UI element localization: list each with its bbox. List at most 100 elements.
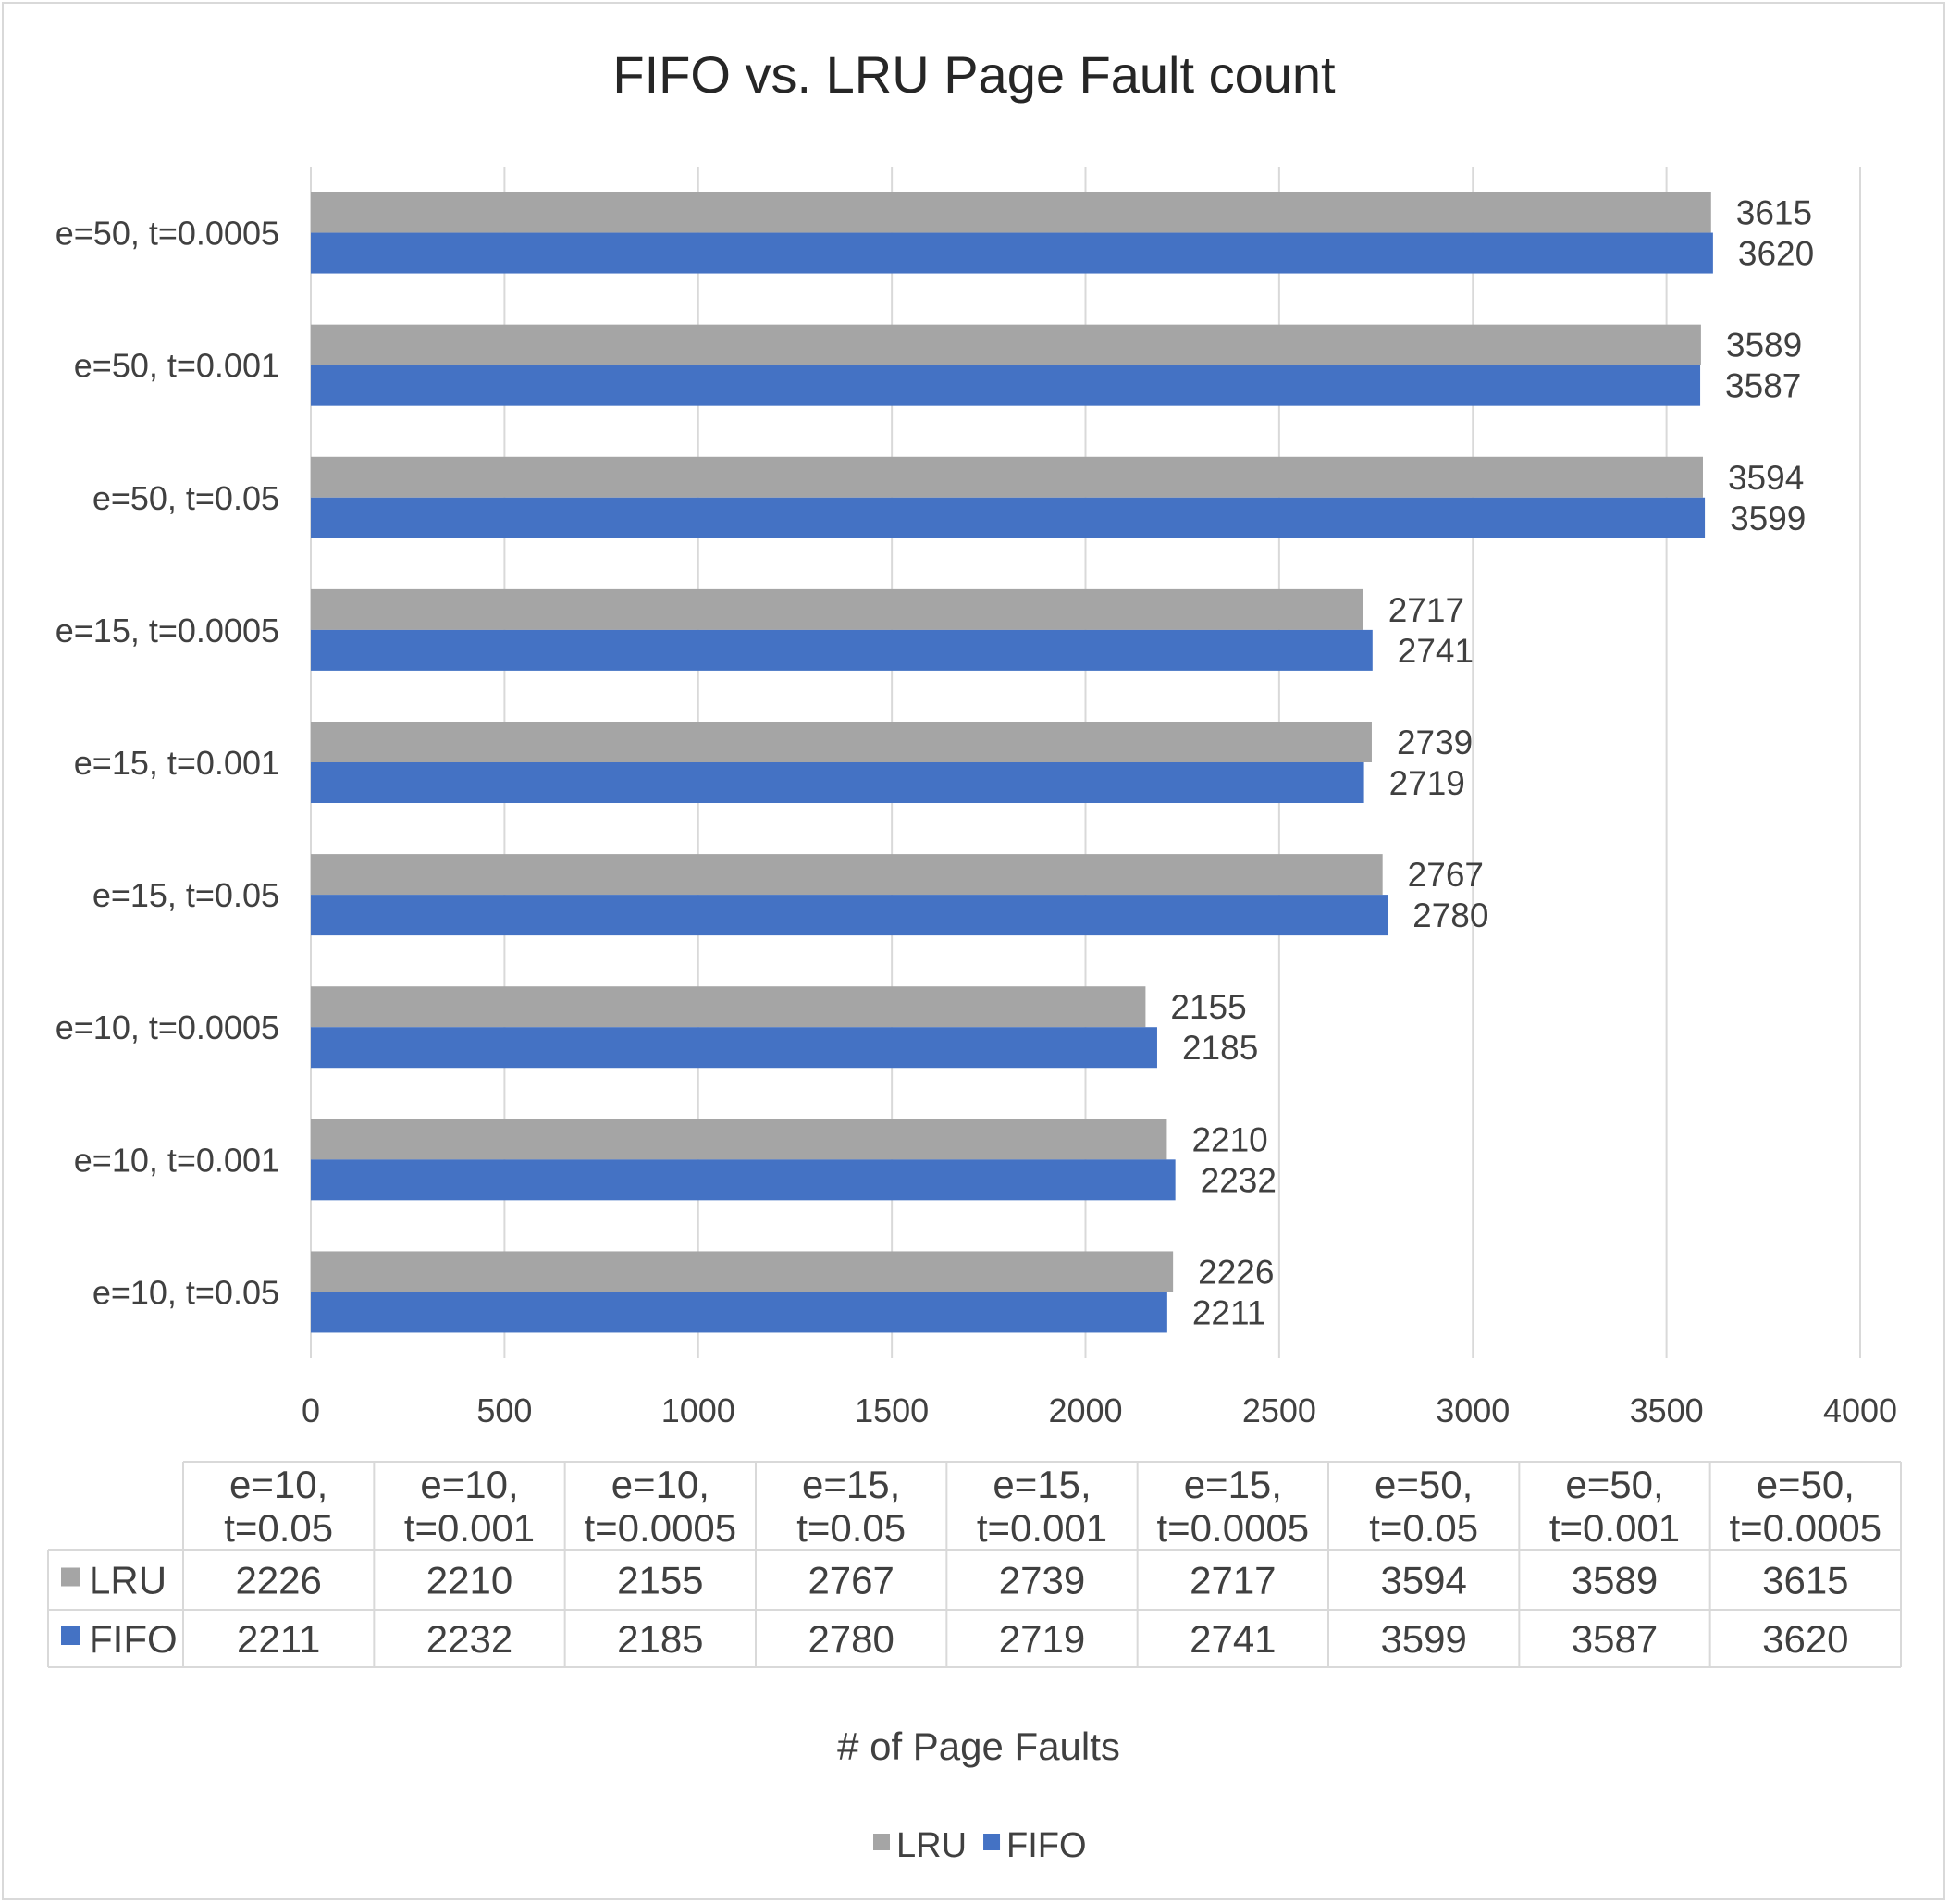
table-row-label: LRU	[89, 1559, 167, 1602]
data-label-lru: 2739	[1397, 723, 1473, 761]
data-label-lru: 2717	[1388, 591, 1464, 629]
data-label-lru: 2226	[1198, 1253, 1274, 1291]
x-tick-label: 3500	[1630, 1391, 1704, 1429]
legend: LRU FIFO	[873, 1826, 1087, 1865]
table-cell: 2226	[235, 1559, 321, 1602]
bar-lru	[311, 722, 1372, 762]
category-label: e=50, t=0.05	[93, 479, 279, 517]
x-tick-label: 1500	[855, 1391, 929, 1429]
data-label-lru: 2210	[1191, 1120, 1267, 1158]
table-header: t=0.0005	[584, 1506, 736, 1550]
chart-title: FIFO vs. LRU Page Fault count	[612, 45, 1336, 104]
data-label-lru: 3594	[1728, 459, 1804, 497]
bar-lru	[311, 986, 1146, 1028]
x-tick-label: 0	[302, 1391, 320, 1429]
table-cell: 2211	[237, 1617, 320, 1661]
data-label-fifo: 2780	[1412, 896, 1488, 934]
table-header: t=0.05	[224, 1506, 333, 1550]
data-label-fifo: 3599	[1730, 500, 1806, 538]
bar-fifo	[311, 232, 1713, 274]
bar-fifo	[311, 1027, 1157, 1069]
table-header: e=10,	[611, 1463, 709, 1506]
table-cell: 3594	[1380, 1559, 1466, 1602]
table-header: t=0.001	[404, 1506, 535, 1550]
category-label: e=10, t=0.001	[74, 1141, 279, 1179]
data-label-lru: 2767	[1408, 856, 1484, 894]
bar-fifo	[311, 1159, 1176, 1201]
table-header: t=0.05	[1369, 1506, 1478, 1550]
bar-lru	[311, 456, 1703, 498]
table-cell: 3587	[1572, 1617, 1658, 1661]
data-label-fifo: 3587	[1725, 367, 1801, 405]
category-label: e=10, t=0.0005	[56, 1008, 279, 1046]
table-header: e=10,	[420, 1463, 518, 1506]
bar-fifo	[311, 629, 1373, 671]
table-cell: 2232	[426, 1617, 512, 1661]
table-cell: 3620	[1762, 1617, 1848, 1661]
table-header: t=0.0005	[1156, 1506, 1309, 1550]
x-axis-title: # of Page Faults	[837, 1725, 1120, 1768]
table-header: e=50,	[1565, 1463, 1663, 1506]
table-header: e=50,	[1757, 1463, 1855, 1506]
data-label-lru: 3615	[1736, 194, 1812, 232]
data-table: e=10,t=0.05e=10,t=0.001e=10,t=0.0005e=15…	[47, 1461, 1902, 1668]
x-tick-label: 3000	[1436, 1391, 1510, 1429]
category-label: e=15, t=0.001	[74, 744, 279, 782]
category-labels: e=10, t=0.05 e=10, t=0.001 e=10, t=0.0005 e…	[56, 215, 279, 1312]
legend-label: FIFO	[1006, 1826, 1087, 1865]
table-header: t=0.001	[1549, 1506, 1680, 1550]
table-cell: 3589	[1572, 1559, 1658, 1602]
category-label: e=50, t=0.0005	[56, 215, 279, 253]
table-cell: 2185	[617, 1617, 703, 1661]
table-cell: 3615	[1762, 1559, 1848, 1602]
x-tick-label: 500	[476, 1391, 532, 1429]
x-tick-label: 2500	[1242, 1391, 1316, 1429]
table-header: t=0.05	[796, 1506, 906, 1550]
bar-fifo	[311, 762, 1364, 803]
x-tick-labels: 0 500 1000 1500 2000 2500 3000 3500 4000	[302, 1391, 1897, 1429]
data-label-fifo: 3620	[1738, 235, 1814, 273]
x-tick-label: 2000	[1048, 1391, 1122, 1429]
bar-fifo	[311, 497, 1706, 538]
table-row-label: FIFO	[89, 1617, 178, 1661]
table-cell: 2739	[999, 1559, 1085, 1602]
x-tick-label: 1000	[661, 1391, 735, 1429]
table-header: e=50,	[1375, 1463, 1473, 1506]
table-header: e=15,	[1184, 1463, 1282, 1506]
bar-lru	[311, 192, 1711, 233]
category-label: e=15, t=0.05	[93, 876, 279, 914]
table-legend-key-fifo	[61, 1626, 80, 1645]
table-cell: 2767	[808, 1559, 894, 1602]
table-header: e=10,	[229, 1463, 327, 1506]
data-label-fifo: 2741	[1398, 632, 1474, 670]
legend-key-lru	[873, 1834, 890, 1850]
bar-lru	[311, 854, 1383, 896]
category-label: e=10, t=0.05	[93, 1273, 279, 1311]
data-label-fifo: 2185	[1182, 1029, 1258, 1067]
table-cell: 3599	[1380, 1617, 1466, 1661]
table-header: t=0.001	[977, 1506, 1107, 1550]
table-header: t=0.0005	[1729, 1506, 1881, 1550]
bar-fifo	[311, 895, 1388, 936]
table-cell: 2719	[999, 1617, 1085, 1661]
table-cell: 2155	[617, 1559, 703, 1602]
category-label: e=15, t=0.0005	[56, 612, 279, 649]
table-header: e=15,	[802, 1463, 900, 1506]
legend-label: LRU	[896, 1826, 967, 1865]
table-legend-key-lru	[61, 1567, 80, 1587]
data-label-lru: 2155	[1170, 988, 1246, 1026]
legend-key-fifo	[983, 1834, 1001, 1850]
table-cell: 2741	[1190, 1617, 1276, 1661]
data-label-lru: 3589	[1726, 327, 1802, 365]
bar-lru	[311, 1251, 1174, 1292]
table-cell: 2717	[1190, 1559, 1276, 1602]
data-label-fifo: 2211	[1192, 1293, 1266, 1331]
bar-lru	[311, 324, 1701, 365]
bar-lru	[311, 1119, 1167, 1160]
table-cell: 2210	[426, 1559, 512, 1602]
bar-fifo	[311, 1292, 1167, 1333]
table-header: e=15,	[993, 1463, 1091, 1506]
